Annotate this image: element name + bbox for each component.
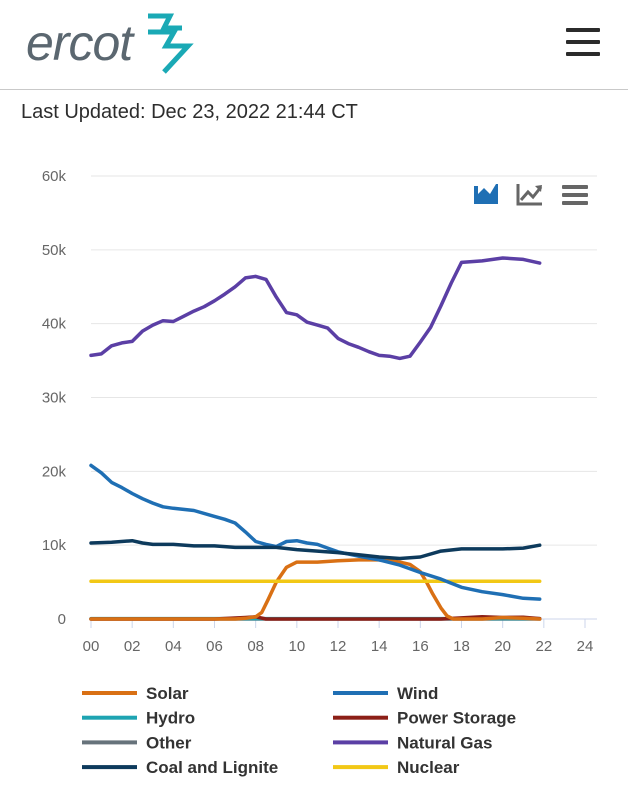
series-line-wind[interactable] (89, 463, 542, 601)
last-updated-text: Last Updated: Dec 23, 2022 21:44 CT (21, 101, 358, 123)
legend-label: Solar (146, 684, 189, 703)
legend-swatch (82, 765, 137, 770)
x-tick-label: 14 (371, 638, 388, 655)
chart-menu-icon[interactable] (558, 180, 590, 208)
legend-item-solar[interactable]: Solar (82, 684, 189, 703)
x-tick-label: 04 (165, 638, 182, 655)
x-tick-label: 18 (453, 638, 470, 655)
x-tick-label: 08 (247, 638, 264, 655)
legend-swatch (82, 715, 137, 720)
legend-label: Power Storage (397, 709, 516, 728)
line-chart-icon[interactable] (512, 180, 544, 208)
legend-item-other[interactable]: Other (82, 733, 192, 752)
legend-label: Coal and Lignite (146, 758, 278, 777)
chart-toolbar (470, 180, 590, 208)
hamburger-menu-icon[interactable] (566, 26, 602, 58)
legend-swatch (82, 691, 137, 695)
x-tick-label: 16 (412, 638, 429, 655)
legend-item-coal-and-lignite[interactable]: Coal and Lignite (82, 758, 278, 777)
y-tick-label: 50k (42, 242, 67, 259)
legend-swatch (333, 740, 388, 745)
legend-label: Wind (397, 684, 438, 703)
legend-swatch (82, 740, 137, 745)
y-tick-label: 30k (42, 390, 67, 407)
legend-label: Natural Gas (397, 733, 492, 752)
series-line-coal-and-lignite[interactable] (89, 538, 542, 561)
y-tick-label: 10k (42, 537, 67, 554)
legend-swatch (333, 765, 388, 770)
y-tick-label: 20k (42, 463, 67, 480)
x-tick-label: 24 (577, 638, 594, 655)
site-header: ercot (0, 0, 628, 90)
y-tick-label: 40k (42, 316, 67, 333)
x-axis: 00 02 04 06 08 10 12 14 16 18 20 22 24 (83, 618, 597, 655)
legend-label: Hydro (146, 709, 195, 728)
series-line-natural-gas[interactable] (89, 256, 542, 361)
legend-label: Nuclear (397, 758, 460, 777)
legend-swatch (333, 691, 388, 695)
ercot-bolt-icon (148, 13, 194, 74)
legend-swatch (333, 715, 388, 720)
chart-svg: 0 10k 20k 30k 40k 50k 60k 00 02 04 06 08 10 12 14 16 18… (42, 168, 597, 777)
legend-label: Other (146, 733, 192, 752)
legend-item-natural-gas[interactable]: Natural Gas (333, 733, 492, 752)
series-lines (89, 256, 542, 621)
legend-item-wind[interactable]: Wind (333, 684, 438, 703)
legend: Solar Wind Hydro Power Storage Other Natural … (82, 684, 516, 777)
legend-item-power-storage[interactable]: Power Storage (333, 709, 516, 728)
x-tick-label: 20 (494, 638, 511, 655)
y-axis-labels: 0 10k 20k 30k 40k 50k 60k (42, 168, 67, 628)
legend-item-nuclear[interactable]: Nuclear (333, 758, 460, 777)
x-tick-label: 10 (288, 638, 305, 655)
generation-chart: 0 10k 20k 30k 40k 50k 60k 00 02 04 06 08 10 12 14 16 18… (0, 150, 628, 800)
legend-item-hydro[interactable]: Hydro (82, 709, 195, 728)
x-tick-label: 00 (83, 638, 100, 655)
x-tick-label: 22 (535, 638, 552, 655)
logo-wordmark: ercot (26, 15, 133, 71)
area-chart-icon[interactable] (470, 180, 502, 208)
x-tick-label: 02 (124, 638, 141, 655)
y-tick-label: 60k (42, 168, 67, 185)
x-tick-label: 06 (206, 638, 223, 655)
y-tick-label: 0 (58, 611, 66, 628)
x-tick-label: 12 (330, 638, 347, 655)
